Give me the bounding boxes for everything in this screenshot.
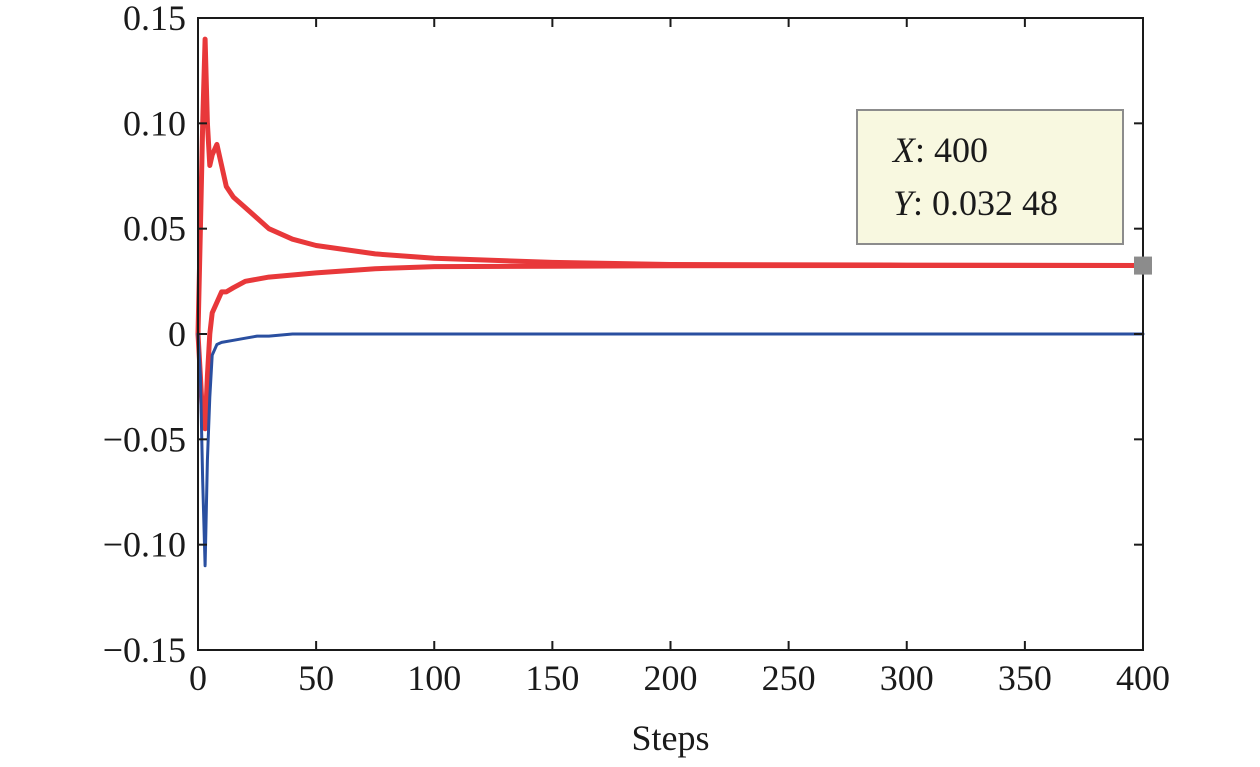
y-tick-label: 0 <box>168 314 186 354</box>
datatip: X: 400 Y: 0.032 48 <box>856 109 1124 245</box>
datatip-marker[interactable] <box>1134 256 1152 275</box>
x-tick-label: 200 <box>644 658 698 698</box>
y-tick-label: −0.15 <box>103 630 186 670</box>
datatip-colon-y: : <box>913 183 932 223</box>
x-tick-label: 400 <box>1116 658 1170 698</box>
x-axis-title: Steps <box>631 718 709 758</box>
series-line-2 <box>195 263 1146 432</box>
y-tick-label: 0.10 <box>123 103 186 143</box>
series-line-3 <box>196 332 1145 568</box>
datatip-y-line: Y: 0.032 48 <box>893 183 1058 223</box>
datatip-y-value: 0.032 48 <box>932 183 1058 223</box>
y-tick-label: −0.10 <box>103 525 186 565</box>
x-tick-label: 150 <box>525 658 579 698</box>
y-tick-label: −0.05 <box>103 419 186 459</box>
x-tick-label: 50 <box>298 658 334 698</box>
datatip-x-value: 400 <box>934 130 988 170</box>
datatip-x-label: X <box>891 130 917 170</box>
datatip-box <box>856 109 1124 245</box>
datatip-y-label: Y <box>893 183 917 223</box>
y-tick-label: 0.05 <box>123 209 186 249</box>
datatip-x-line: X: 400 <box>891 130 988 170</box>
x-tick-label: 350 <box>998 658 1052 698</box>
x-tick-label: 250 <box>762 658 816 698</box>
series-layer <box>195 36 1146 568</box>
datatip-colon-x: : <box>915 130 934 170</box>
x-tick-label: 0 <box>189 658 207 698</box>
ticks-layer: 0 50 100 150 200 250 300 350 4000.150.100.050−0.… <box>103 0 1170 698</box>
series-line-1 <box>195 36 1146 337</box>
x-tick-label: 300 <box>880 658 934 698</box>
x-tick-label: 100 <box>407 658 461 698</box>
y-tick-label: 0.15 <box>123 0 186 38</box>
